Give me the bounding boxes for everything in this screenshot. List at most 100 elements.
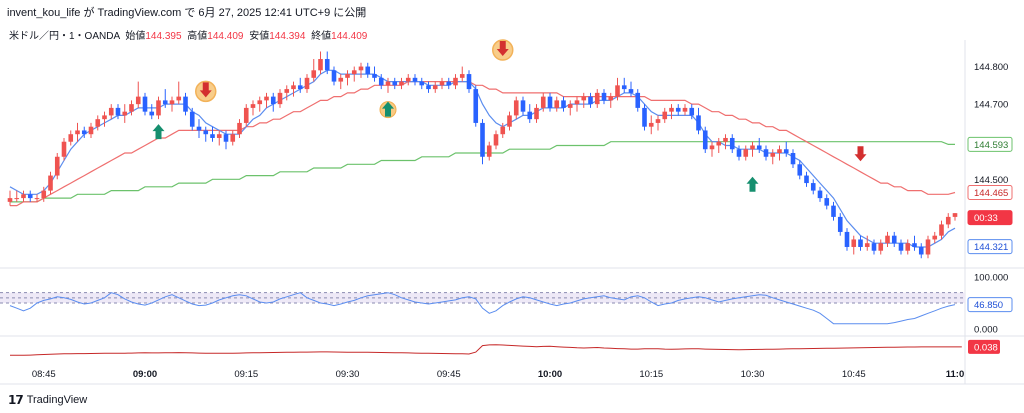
candle-body <box>162 100 168 105</box>
candle-body <box>662 111 668 120</box>
candle-body <box>223 134 229 142</box>
candle-body <box>925 239 931 255</box>
candle-body <box>419 81 425 86</box>
tradingview-logo-icon: 𝟭𝟳 <box>8 393 24 407</box>
candle-body <box>189 111 195 127</box>
time-tick-label: 09:00 <box>133 369 157 380</box>
candle-body <box>304 77 310 90</box>
candle-body <box>642 107 647 127</box>
arrow-shape <box>746 176 759 192</box>
candle-body <box>324 59 330 71</box>
arrow-shape <box>199 82 212 98</box>
price-label-text: 144.593 <box>974 140 1008 151</box>
sell-signal-arrow-icon <box>492 39 514 61</box>
candle-body <box>453 77 458 86</box>
candle-body <box>513 100 519 116</box>
time-tick-label: 10:00 <box>538 369 562 380</box>
candle-body <box>129 104 134 112</box>
candle-body <box>41 190 47 199</box>
candle-body <box>790 153 796 165</box>
platform-name: TradingView.com <box>97 7 182 19</box>
candles-group <box>7 51 958 259</box>
time-tick-label: 10:45 <box>842 369 866 380</box>
candle-body <box>750 145 755 150</box>
time-tick-label: 09:30 <box>336 369 360 380</box>
candle-body <box>932 235 938 240</box>
candle-body <box>459 74 465 78</box>
close-value: 144.409 <box>331 31 368 42</box>
candle-body <box>689 107 695 116</box>
candle-body <box>135 96 141 105</box>
candle-body <box>405 77 411 82</box>
candle-body <box>554 100 560 108</box>
candle-body <box>851 239 857 247</box>
candle-body <box>939 224 944 236</box>
price-label-text: 144.465 <box>974 188 1008 199</box>
candle-body <box>601 92 607 101</box>
candle-body <box>318 59 323 71</box>
candle-body <box>54 156 60 176</box>
candle-body <box>547 96 553 108</box>
candle-body <box>723 137 728 142</box>
candle-body <box>95 119 101 127</box>
candle-body <box>729 137 735 150</box>
candle-body <box>358 66 364 71</box>
candle-body <box>871 243 877 251</box>
candle-body <box>864 243 870 247</box>
candle-body <box>783 149 789 153</box>
candle-body <box>264 96 269 101</box>
candle-body <box>291 85 296 90</box>
candle-body <box>709 145 715 150</box>
price-label-box <box>967 184 1013 200</box>
candle-body <box>27 194 33 199</box>
candle-body <box>567 104 573 108</box>
candle-body <box>183 96 188 112</box>
candle-body <box>736 149 742 157</box>
price-label-text: 144.321 <box>974 242 1008 253</box>
candle-body <box>237 122 242 135</box>
low-label: 安値 <box>249 31 270 42</box>
candle-body <box>156 100 161 116</box>
price-label-box <box>967 136 1013 152</box>
candle-body <box>426 85 431 90</box>
price-label-box <box>967 239 1013 255</box>
candle-body <box>473 89 479 123</box>
symbol-label[interactable]: 米ドル／円・1・OANDA <box>9 31 120 42</box>
candle-body <box>230 134 236 142</box>
open-value: 144.395 <box>145 31 182 42</box>
candle-body <box>338 77 344 82</box>
high-value: 144.409 <box>207 31 244 42</box>
time-tick-label: 09:15 <box>234 369 258 380</box>
header-ga: が <box>83 7 95 19</box>
candle-body <box>797 164 803 176</box>
sell-signal-arrow-icon <box>854 146 867 162</box>
price-label-text: 00:33 <box>974 213 998 224</box>
candle-body <box>628 89 634 93</box>
candle-body <box>432 85 438 90</box>
candle-body <box>351 70 357 75</box>
candle-body <box>34 198 40 200</box>
candle-body <box>439 81 445 86</box>
candle-body <box>466 74 472 90</box>
candle-body <box>372 74 377 78</box>
time-tick-label: 08:45 <box>32 369 56 380</box>
candle-body <box>581 96 587 101</box>
candle-body <box>608 96 614 101</box>
candle-body <box>682 107 688 112</box>
candle-body <box>7 198 13 202</box>
candle-body <box>277 92 283 105</box>
price-label-ma_fast: 144.321 <box>967 239 1013 255</box>
candle-body <box>655 119 661 123</box>
candle-body <box>75 130 80 135</box>
candle-body <box>149 111 155 116</box>
candle-body <box>412 77 418 82</box>
candle-body <box>844 231 850 247</box>
candle-body <box>905 243 911 251</box>
author-name[interactable]: invent_kou_life <box>7 7 81 19</box>
price-tick-label: 144.500 <box>974 175 1008 186</box>
time-tick-label: 11:0 <box>946 369 965 380</box>
candle-body <box>534 107 539 120</box>
high-label: 高値 <box>187 31 208 42</box>
candle-body <box>527 111 533 120</box>
